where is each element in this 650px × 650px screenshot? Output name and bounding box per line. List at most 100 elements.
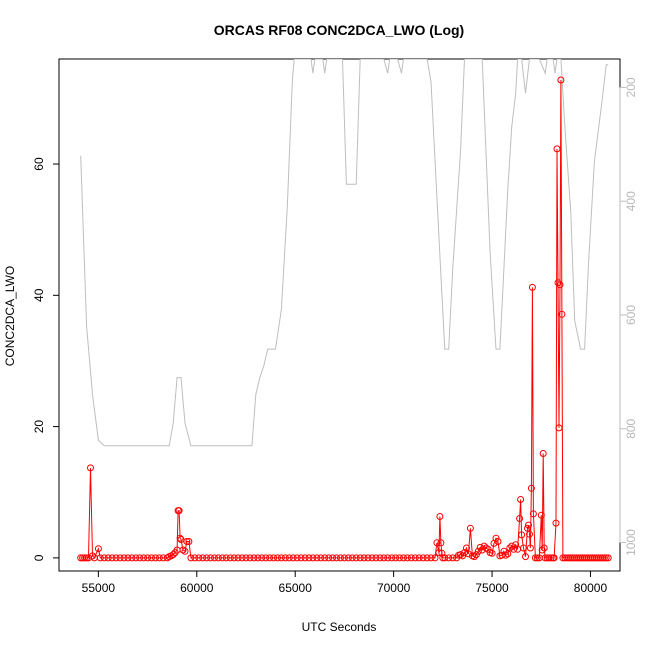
data-point xyxy=(526,530,533,538)
data-point xyxy=(258,554,266,562)
data-point xyxy=(289,554,297,562)
data-point xyxy=(340,554,348,562)
data-point xyxy=(242,554,250,562)
data-point xyxy=(181,547,189,555)
data-point xyxy=(144,554,152,562)
data-point xyxy=(376,554,384,562)
data-point xyxy=(120,554,128,562)
data-point xyxy=(285,554,293,562)
data-point xyxy=(400,554,407,562)
data-point xyxy=(317,554,325,562)
data-point xyxy=(199,554,207,562)
data-point xyxy=(309,554,317,562)
data-point xyxy=(100,554,108,562)
data-point xyxy=(427,554,435,562)
data-point xyxy=(557,76,565,84)
data-point xyxy=(230,554,238,562)
right-tick-label: 600 xyxy=(624,305,638,325)
data-point xyxy=(522,553,529,561)
data-point xyxy=(140,554,148,562)
data-point xyxy=(83,554,91,562)
data-point xyxy=(506,544,514,552)
data-point xyxy=(423,554,431,562)
data-point xyxy=(152,554,159,562)
data-point xyxy=(277,554,285,562)
data-point xyxy=(411,554,419,562)
data-point xyxy=(524,524,531,532)
data-point xyxy=(396,554,403,562)
data-point xyxy=(482,544,490,552)
data-point xyxy=(116,554,124,562)
x-axis-label: UTC Seconds xyxy=(302,620,377,634)
y-tick-label: 60 xyxy=(32,157,46,171)
data-point xyxy=(270,554,278,562)
data-point xyxy=(558,310,566,318)
data-point xyxy=(445,554,453,562)
data-point xyxy=(301,554,309,562)
data-point xyxy=(207,554,215,562)
data-point xyxy=(262,554,270,562)
data-point xyxy=(512,541,520,549)
data-point xyxy=(163,554,171,562)
data-point xyxy=(281,554,289,562)
data-point xyxy=(502,551,510,559)
data-point xyxy=(337,554,344,562)
data-point xyxy=(600,554,608,562)
data-point xyxy=(553,145,561,153)
data-point xyxy=(348,554,356,562)
data-point xyxy=(436,513,444,520)
data-point xyxy=(554,279,562,287)
data-point xyxy=(437,539,445,547)
data-point xyxy=(520,544,527,552)
data-point xyxy=(388,554,396,562)
x-tick-label: 60000 xyxy=(180,581,214,595)
y-tick-label: 0 xyxy=(32,554,46,561)
data-point xyxy=(203,554,211,562)
data-point xyxy=(297,554,305,562)
data-point xyxy=(545,554,553,562)
data-point xyxy=(96,554,104,562)
right-axis: 200 400 600 800 1000 xyxy=(619,77,638,556)
x-tick-label: 55000 xyxy=(82,581,116,595)
data-point xyxy=(124,554,132,562)
data-point xyxy=(533,554,541,562)
data-point xyxy=(155,554,163,562)
y-axis: 0 20 40 60 xyxy=(32,157,60,561)
data-point xyxy=(266,554,274,562)
data-point xyxy=(136,554,144,562)
data-point xyxy=(344,554,352,562)
data-point xyxy=(433,539,441,547)
data-point xyxy=(108,554,116,562)
data-point xyxy=(526,544,534,552)
data-point xyxy=(89,552,96,560)
data-point xyxy=(226,554,234,562)
data-point xyxy=(195,554,203,562)
data-point xyxy=(525,521,532,529)
right-tick-label: 800 xyxy=(624,418,638,438)
data-point xyxy=(407,554,415,562)
data-point xyxy=(466,524,474,532)
data-point xyxy=(222,554,230,562)
data-point xyxy=(431,554,439,562)
data-point xyxy=(528,283,536,291)
data-point xyxy=(148,554,155,562)
data-point xyxy=(488,549,496,557)
data-point xyxy=(547,554,555,562)
data-point xyxy=(494,538,502,545)
data-point xyxy=(538,546,546,554)
x-tick-label: 65000 xyxy=(279,581,313,595)
data-point xyxy=(234,554,242,562)
data-point xyxy=(238,554,246,562)
series-layer xyxy=(77,59,612,562)
data-point xyxy=(604,554,612,562)
data-point xyxy=(516,515,524,522)
data-point xyxy=(274,554,281,562)
data-point xyxy=(179,546,187,554)
x-tick-label: 70000 xyxy=(377,581,411,595)
data-point xyxy=(183,538,191,545)
chart-title: ORCAS RF08 CONC2DCA_LWO (Log) xyxy=(214,22,464,38)
data-point xyxy=(218,554,226,562)
data-point xyxy=(87,464,94,472)
data-point xyxy=(177,536,185,543)
